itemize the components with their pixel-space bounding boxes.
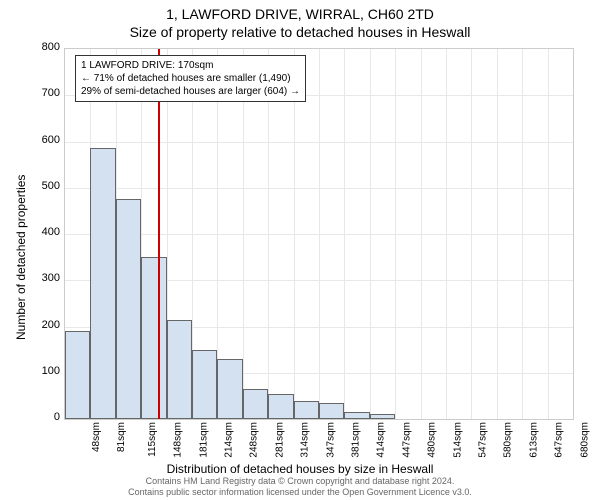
annotation-line: ← 71% of detached houses are smaller (1,… [81,72,300,85]
y-tick-label: 600 [20,134,60,146]
y-tick-label: 300 [20,272,60,284]
histogram-bar [65,331,90,419]
histogram-bar [90,148,115,419]
x-tick-label: 580sqm [503,422,514,458]
gridline-vertical [471,49,472,419]
y-tick-label: 800 [20,41,60,53]
x-tick-label: 381sqm [351,422,362,458]
reference-line [158,49,160,419]
gridline-vertical [243,49,244,419]
gridline-vertical [548,49,549,419]
x-tick-label: 347sqm [325,422,336,458]
histogram-bar [167,320,192,419]
y-tick-label: 0 [20,411,60,423]
x-tick-label: 414sqm [376,422,387,458]
annotation-line: 29% of semi-detached houses are larger (… [81,85,300,98]
attribution-text: Contains HM Land Registry data © Crown c… [0,476,600,500]
x-tick-label: 48sqm [91,422,102,452]
gridline-vertical [268,49,269,419]
x-tick-label: 148sqm [173,422,184,458]
x-axis-label: Distribution of detached houses by size … [0,462,600,476]
histogram-bar [319,403,344,419]
histogram-bar [344,412,369,419]
x-tick-label: 214sqm [224,422,235,458]
y-tick-label: 100 [20,365,60,377]
x-tick-label: 248sqm [249,422,260,458]
histogram-bar [294,401,319,420]
x-tick-label: 115sqm [147,422,158,457]
chart-plot-area: 1 LAWFORD DRIVE: 170sqm ← 71% of detache… [64,48,574,420]
x-tick-label: 281sqm [274,422,285,458]
histogram-bar [141,257,166,419]
gridline-vertical [294,49,295,419]
x-tick-label: 514sqm [452,422,463,458]
page-title: 1, LAWFORD DRIVE, WIRRAL, CH60 2TD [0,0,600,22]
x-tick-label: 314sqm [300,422,311,458]
histogram-bar [192,350,217,419]
y-tick-label: 400 [20,226,60,238]
histogram-bar [116,199,141,419]
gridline-vertical [395,49,396,419]
annotation-line: 1 LAWFORD DRIVE: 170sqm [81,59,300,72]
x-tick-label: 447sqm [401,422,412,458]
x-tick-label: 647sqm [554,422,565,458]
x-tick-label: 613sqm [528,422,539,458]
reference-annotation-box: 1 LAWFORD DRIVE: 170sqm ← 71% of detache… [75,55,306,102]
histogram-bar [217,359,242,419]
histogram-bar [370,414,395,419]
histogram-bar [243,389,268,419]
y-axis-label: Number of detached properties [14,175,28,340]
gridline-vertical [421,49,422,419]
histogram-bar [268,394,293,419]
x-tick-label: 480sqm [427,422,438,458]
chart-subtitle: Size of property relative to detached ho… [0,22,600,40]
y-tick-label: 700 [20,87,60,99]
y-tick-label: 200 [20,319,60,331]
gridline-vertical [446,49,447,419]
gridline-vertical [370,49,371,419]
attribution-line: Contains HM Land Registry data © Crown c… [0,476,600,487]
gridline-vertical [319,49,320,419]
attribution-line: Contains public sector information licen… [0,487,600,498]
gridline-vertical [344,49,345,419]
x-tick-label: 181sqm [198,422,209,458]
y-tick-label: 500 [20,180,60,192]
x-tick-label: 680sqm [579,422,590,458]
x-tick-label: 547sqm [478,422,489,458]
gridline-vertical [522,49,523,419]
x-tick-label: 81sqm [116,422,127,452]
gridline-vertical [497,49,498,419]
